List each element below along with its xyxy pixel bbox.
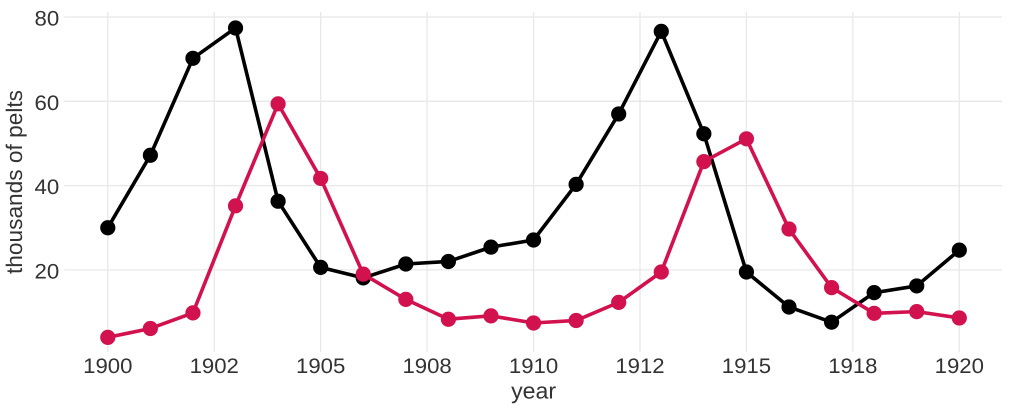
svg-text:year: year bbox=[511, 378, 556, 403]
svg-text:20: 20 bbox=[35, 261, 60, 284]
svg-text:1915: 1915 bbox=[722, 355, 771, 378]
svg-text:1908: 1908 bbox=[402, 355, 451, 378]
svg-text:1910: 1910 bbox=[509, 355, 558, 378]
svg-text:1902: 1902 bbox=[190, 355, 239, 378]
svg-text:1905: 1905 bbox=[296, 355, 345, 378]
svg-text:40: 40 bbox=[35, 176, 60, 199]
svg-text:80: 80 bbox=[35, 8, 60, 31]
svg-text:1920: 1920 bbox=[935, 355, 984, 378]
svg-text:60: 60 bbox=[35, 92, 60, 115]
svg-text:thousands of pelts: thousands of pelts bbox=[2, 90, 27, 274]
svg-text:1900: 1900 bbox=[83, 355, 132, 378]
svg-text:1912: 1912 bbox=[615, 355, 664, 378]
svg-text:1918: 1918 bbox=[828, 355, 877, 378]
